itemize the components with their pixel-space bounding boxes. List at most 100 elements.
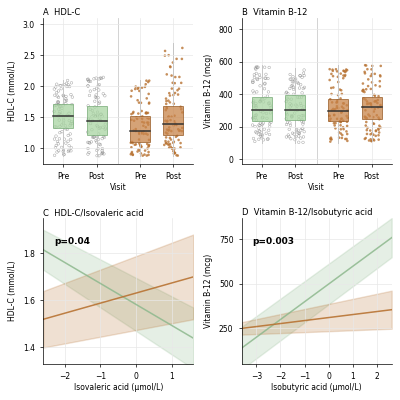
- Point: [178, 80, 184, 86]
- Point: [56, 103, 63, 110]
- Point: [258, 97, 264, 104]
- Text: D  Vitamin B-12/Isobutyric acid: D Vitamin B-12/Isobutyric acid: [242, 208, 372, 217]
- Point: [165, 141, 171, 148]
- Point: [51, 108, 57, 114]
- Point: [145, 122, 152, 128]
- Point: [344, 102, 350, 108]
- Point: [137, 114, 144, 121]
- Point: [55, 101, 62, 108]
- Point: [92, 104, 98, 110]
- Point: [133, 114, 140, 121]
- Point: [96, 152, 102, 159]
- Point: [375, 126, 382, 132]
- Point: [144, 131, 151, 138]
- Point: [130, 151, 136, 158]
- Point: [166, 144, 172, 151]
- Point: [266, 120, 273, 127]
- Point: [136, 100, 142, 106]
- Point: [299, 112, 305, 119]
- Point: [56, 110, 62, 117]
- Point: [91, 76, 97, 82]
- Point: [331, 107, 337, 113]
- Point: [294, 126, 300, 133]
- Point: [298, 118, 305, 124]
- FancyBboxPatch shape: [130, 116, 150, 142]
- Point: [130, 140, 136, 146]
- Point: [162, 48, 168, 54]
- Point: [86, 139, 92, 146]
- Point: [288, 112, 295, 119]
- Point: [88, 139, 94, 145]
- Point: [132, 142, 138, 148]
- Point: [95, 136, 102, 143]
- Point: [176, 128, 182, 134]
- Point: [69, 120, 75, 127]
- Point: [58, 112, 64, 118]
- Point: [171, 148, 177, 154]
- Point: [375, 97, 381, 103]
- Point: [94, 109, 101, 115]
- Point: [54, 81, 60, 88]
- Point: [146, 142, 152, 148]
- Point: [376, 122, 382, 129]
- Point: [60, 114, 67, 120]
- Point: [252, 112, 258, 119]
- Point: [143, 78, 150, 84]
- Point: [67, 122, 73, 129]
- Point: [89, 126, 95, 133]
- Point: [170, 140, 176, 146]
- Point: [98, 111, 104, 118]
- Point: [57, 109, 63, 115]
- Point: [143, 130, 149, 137]
- Point: [170, 148, 177, 154]
- Point: [53, 102, 59, 108]
- Point: [296, 94, 302, 101]
- Point: [146, 100, 152, 106]
- Point: [167, 92, 173, 99]
- Point: [368, 86, 374, 92]
- Point: [334, 99, 340, 105]
- Point: [132, 83, 139, 90]
- Point: [64, 83, 70, 90]
- Point: [128, 151, 134, 158]
- Point: [327, 118, 333, 124]
- Point: [363, 86, 370, 92]
- Point: [289, 82, 296, 89]
- Point: [262, 75, 268, 81]
- Point: [256, 122, 262, 128]
- Point: [66, 110, 72, 116]
- Point: [262, 64, 268, 70]
- Point: [170, 122, 177, 128]
- Point: [301, 128, 307, 135]
- Point: [134, 86, 141, 92]
- Point: [339, 132, 346, 138]
- Point: [68, 121, 74, 127]
- Point: [260, 99, 267, 105]
- Point: [253, 112, 260, 118]
- Point: [377, 124, 384, 131]
- Point: [164, 118, 170, 125]
- Point: [67, 131, 74, 137]
- Point: [57, 103, 64, 109]
- Point: [291, 131, 297, 137]
- Point: [298, 135, 304, 141]
- Point: [344, 107, 351, 114]
- Point: [374, 100, 380, 106]
- Point: [179, 125, 186, 131]
- Point: [174, 87, 181, 94]
- Point: [290, 86, 297, 92]
- Point: [266, 100, 272, 106]
- Point: [373, 128, 379, 134]
- Point: [371, 92, 378, 98]
- Point: [87, 120, 94, 127]
- Point: [283, 90, 289, 96]
- Point: [287, 76, 294, 82]
- Point: [336, 129, 342, 136]
- Point: [144, 145, 151, 152]
- Point: [266, 127, 272, 134]
- Point: [164, 130, 170, 137]
- Point: [136, 140, 142, 147]
- Point: [135, 146, 142, 153]
- Point: [288, 114, 295, 120]
- Point: [255, 64, 261, 70]
